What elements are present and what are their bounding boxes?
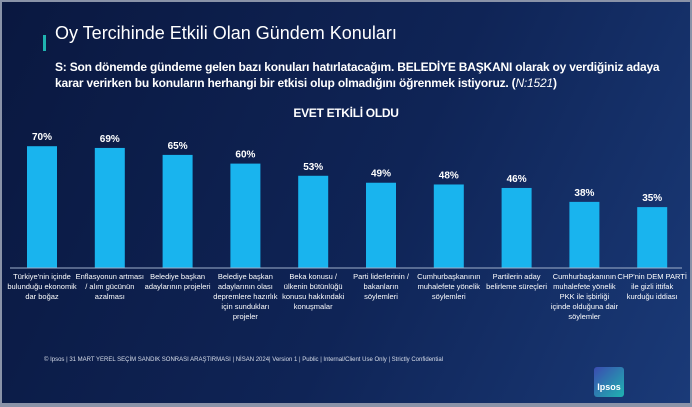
slide: Oy Tercihinde Etkili Olan Gündem Konular…: [2, 2, 690, 403]
question-body: S: Son dönemde gündeme gelen bazı konula…: [55, 60, 660, 90]
ipsos-logo: Ipsos: [594, 367, 624, 397]
category-label: Parti liderlerinin / bakanların söylemle…: [353, 272, 409, 301]
data-label: 70%: [32, 132, 52, 143]
data-label: 38%: [574, 188, 594, 199]
chart-title: EVET ETKİLİ OLDU: [293, 106, 399, 120]
page-title: Oy Tercihinde Etkili Olan Gündem Konular…: [55, 23, 397, 43]
category-label: Partilerin aday belirleme süreçleri: [486, 272, 548, 291]
category-label: Cumhurbaşkanının muhalefete yönelik söyl…: [417, 272, 481, 301]
question-text: S: Son dönemde gündeme gelen bazı konula…: [55, 59, 685, 91]
data-label: 69%: [100, 134, 120, 145]
bar: [162, 154, 193, 268]
bar: [501, 187, 532, 268]
bar: [433, 184, 464, 268]
bar: [298, 175, 329, 268]
data-label: 48%: [439, 170, 459, 181]
sample-size: N:1521: [515, 76, 553, 90]
category-label: Cumhurbaşkanının muhalefete yönelik PKK …: [550, 272, 618, 321]
bar: [230, 163, 261, 268]
bar: [94, 147, 125, 268]
bar-chart: 70% 69% 65% 60% 53% 49% 48% 46% 38% 35%: [10, 132, 682, 269]
data-label: 46%: [507, 174, 527, 185]
category-label: Enflasyonun artması / alım gücünün azalm…: [75, 272, 144, 301]
bar: [569, 201, 600, 268]
title-accent-bar: [43, 35, 46, 51]
category-label: Türkiye'nin içinde bulunduğu ekonomik da…: [7, 272, 77, 301]
bar: [27, 146, 57, 268]
bar: [366, 182, 396, 268]
data-label: 49%: [371, 169, 391, 180]
category-label: Belediye başkan adaylarının olası deprem…: [213, 272, 278, 321]
data-label: 53%: [303, 162, 323, 173]
footer-text: © Ipsos | 31 MART YEREL SEÇİM SANDIK SON…: [44, 357, 444, 363]
question-close: ): [552, 76, 557, 90]
bar: [637, 207, 668, 268]
data-label: 60%: [235, 150, 255, 161]
category-label: Belediye başkan adaylarının projeleri: [144, 272, 211, 291]
data-label: 35%: [642, 193, 662, 204]
data-label: 65%: [168, 141, 188, 152]
category-label: Beka konusu / ülkenin bütünlüğü konusu h…: [282, 272, 345, 311]
category-label: CHP'nin DEM PARTİ ile gizli ittifak kurd…: [617, 272, 687, 301]
